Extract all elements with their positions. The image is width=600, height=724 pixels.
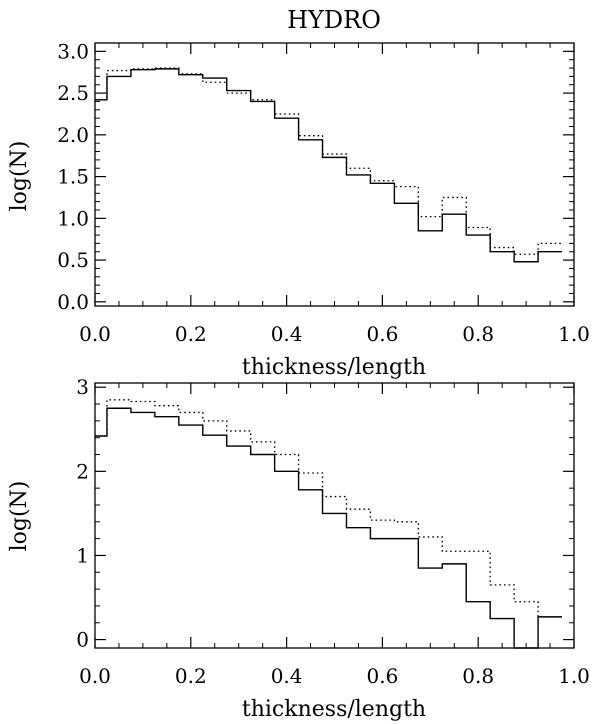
x-tick-label: 0.6 <box>366 664 398 688</box>
plot-frame <box>94 382 575 649</box>
series-dotted-line <box>95 399 563 618</box>
y-tick-label: 0 <box>76 628 89 652</box>
y-tick-label: 2 <box>76 459 89 483</box>
x-tick-label: 0.8 <box>462 322 494 346</box>
panel-bottom: 0 1 2 3 0.0 0.2 0.4 0.6 0.8 1.0 thickness/length… <box>7 375 590 722</box>
axis-ticks <box>94 42 575 306</box>
x-tick-label: 1.0 <box>558 664 590 688</box>
y-tick-labels: 0 1 2 3 <box>76 375 89 651</box>
series-solid-line <box>95 68 563 263</box>
y-tick-label: 0.0 <box>57 290 89 314</box>
y-axis-label: log(N) <box>7 141 32 212</box>
x-tick-label: 1.0 <box>558 322 590 346</box>
y-tick-label: 1 <box>76 543 89 567</box>
x-axis-label: thickness/length <box>242 697 426 722</box>
x-tick-label: 0.2 <box>175 322 207 346</box>
y-tick-label: 3.0 <box>57 39 89 63</box>
x-tick-label: 0.4 <box>271 322 303 346</box>
plot-frame <box>94 42 575 307</box>
x-tick-labels: 0.0 0.2 0.4 0.6 0.8 1.0 <box>79 322 590 346</box>
x-tick-label: 0.0 <box>79 664 111 688</box>
series-layer <box>95 67 563 263</box>
x-tick-labels: 0.0 0.2 0.4 0.6 0.8 1.0 <box>79 664 590 688</box>
y-tick-label: 1.0 <box>57 206 89 230</box>
chart-title: HYDRO <box>287 6 381 34</box>
axis-ticks <box>94 383 575 648</box>
series-layer <box>95 399 563 649</box>
x-tick-label: 0.6 <box>366 322 398 346</box>
x-tick-label: 0.0 <box>79 322 111 346</box>
series-solid-line <box>95 407 563 649</box>
y-tick-label: 3 <box>76 375 89 399</box>
x-tick-label: 0.4 <box>271 664 303 688</box>
series-dotted-line <box>95 67 563 255</box>
y-tick-label: 0.5 <box>57 248 89 272</box>
y-axis-label: log(N) <box>7 481 32 552</box>
panel-top: HYDRO 0.0 0.5 1.0 1.5 2.0 2.5 3.0 0.0 0.2 0.4 0.6… <box>7 6 590 380</box>
x-tick-label: 0.8 <box>462 664 494 688</box>
y-tick-label: 2.0 <box>57 123 89 147</box>
x-axis-label: thickness/length <box>242 355 426 380</box>
y-tick-label: 2.5 <box>57 81 89 105</box>
y-tick-labels: 0.0 0.5 1.0 1.5 2.0 2.5 3.0 <box>57 39 89 313</box>
y-tick-label: 1.5 <box>57 165 89 189</box>
x-tick-label: 0.2 <box>175 664 207 688</box>
